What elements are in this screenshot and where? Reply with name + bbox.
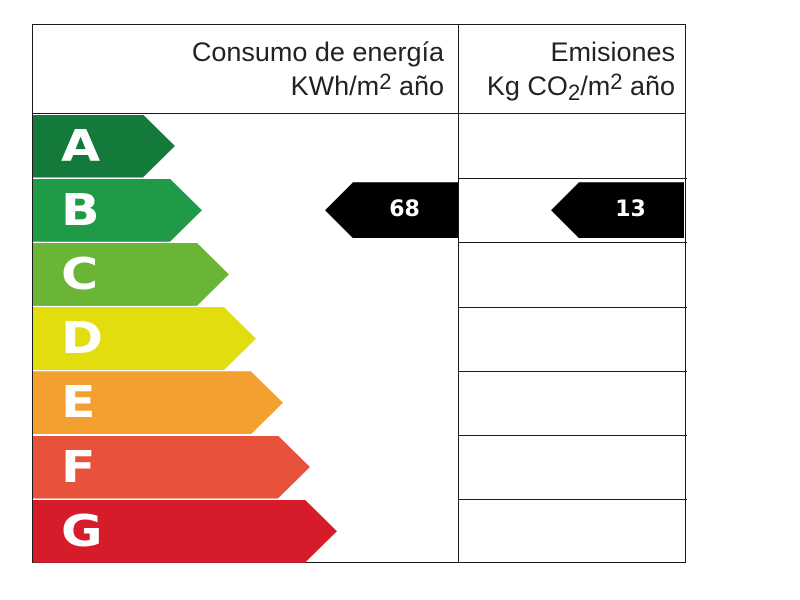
emissions-unit-mid: /m <box>580 71 611 101</box>
energy-unit-sup: 2 <box>379 69 392 94</box>
row-divider <box>458 242 687 244</box>
band-letter: G <box>61 505 103 557</box>
band-b: B <box>33 178 202 242</box>
row-divider <box>458 499 687 501</box>
energy-header-title: Consumo de energía <box>191 37 444 67</box>
energy-label-table: Consumo de energía KWh/m2 año Emisiones … <box>32 24 687 563</box>
band-letter: C <box>61 248 99 300</box>
row-divider <box>458 435 687 436</box>
emissions-rating-value: 13 <box>615 197 646 223</box>
row-divider <box>458 370 687 372</box>
header-divider <box>33 113 685 114</box>
band-e: E <box>33 371 283 435</box>
emissions-header: Emisiones Kg CO2/m2 año <box>459 25 687 113</box>
band-letter: A <box>61 120 101 172</box>
band-letter: B <box>61 184 100 236</box>
energy-rating-value: 68 <box>389 197 420 223</box>
emissions-rating-arrow: 13 <box>551 182 684 239</box>
energy-header: Consumo de energía KWh/m2 año <box>33 25 458 113</box>
band-letter: E <box>61 377 96 429</box>
band-d: D <box>33 307 256 371</box>
energy-header-unit: KWh/m2 año <box>33 69 444 105</box>
emissions-unit-suffix: año <box>622 71 675 101</box>
band-f: F <box>33 435 310 499</box>
band-letter: D <box>61 313 104 365</box>
row-divider <box>458 306 687 308</box>
emissions-unit-sup: 2 <box>610 69 623 94</box>
band-g: G <box>33 499 337 563</box>
band-a: A <box>33 114 175 178</box>
energy-unit-suffix: año <box>391 71 444 101</box>
row-divider <box>458 178 687 180</box>
energy-unit-prefix: KWh/m <box>290 71 380 101</box>
emissions-header-unit: Kg CO2/m2 año <box>459 69 675 105</box>
emissions-unit-prefix: Kg CO <box>486 71 568 101</box>
column-divider <box>458 25 459 562</box>
emissions-header-title: Emisiones <box>550 37 675 67</box>
band-c: C <box>33 242 229 306</box>
band-letter: F <box>61 441 96 493</box>
energy-rating-arrow: 68 <box>325 182 458 239</box>
emissions-unit-sub: 2 <box>567 80 581 105</box>
